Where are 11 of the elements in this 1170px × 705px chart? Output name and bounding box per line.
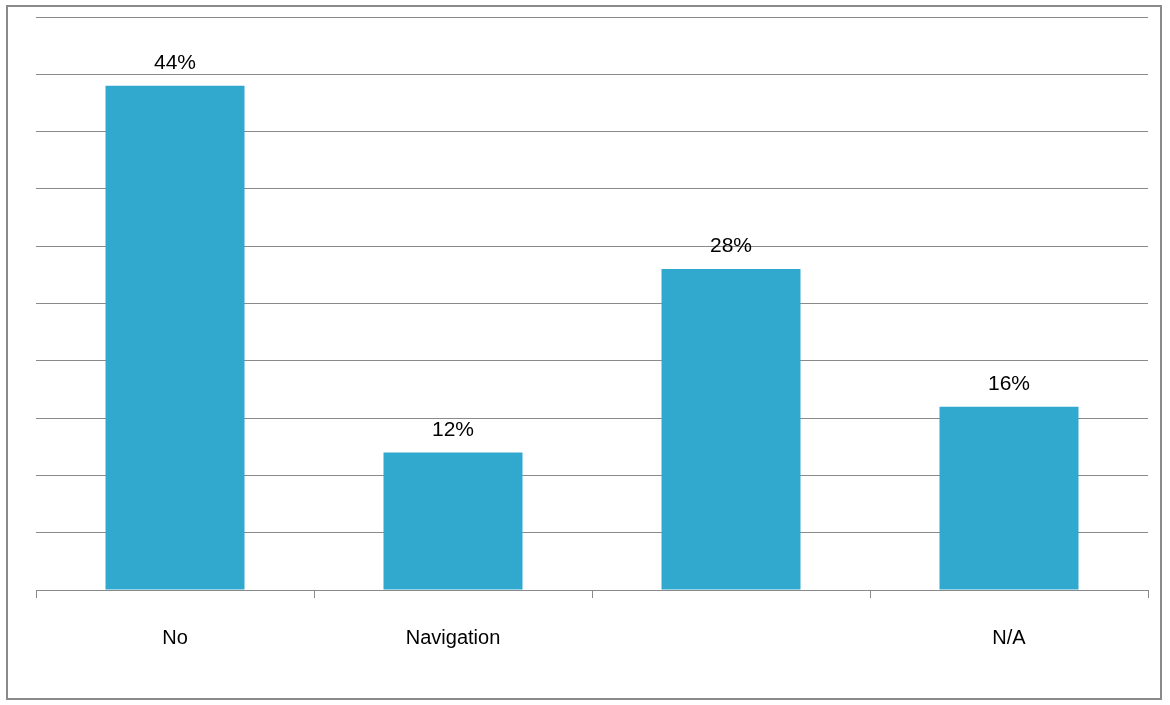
x-tick-label: No xyxy=(162,625,188,648)
data-label: 28% xyxy=(709,233,753,257)
bar xyxy=(105,85,245,590)
data-label: 44% xyxy=(153,50,197,74)
data-label: 16% xyxy=(987,370,1031,394)
x-tick-label: N/A xyxy=(992,625,1027,648)
bar xyxy=(383,452,523,590)
bar xyxy=(661,269,801,590)
bar xyxy=(939,406,1079,590)
x-tick-label: Navigation xyxy=(405,625,501,648)
data-label: 12% xyxy=(431,416,475,440)
